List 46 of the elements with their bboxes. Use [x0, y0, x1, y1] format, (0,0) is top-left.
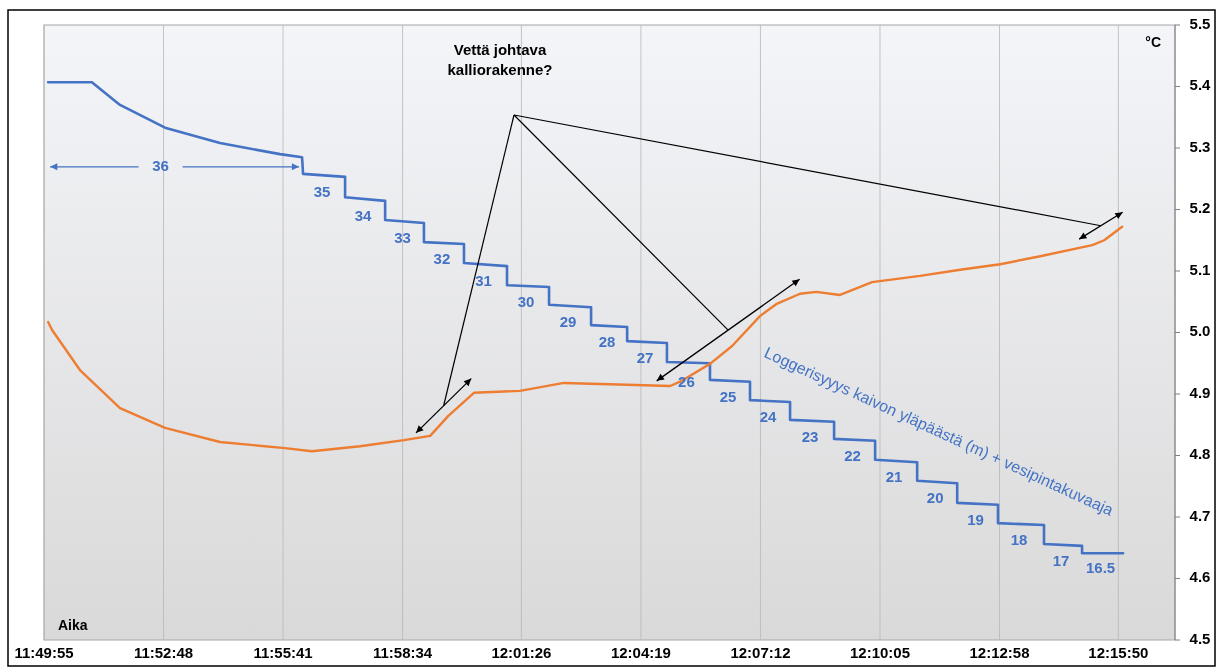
x-axis-title: Aika — [58, 617, 88, 633]
annotation: 28 — [598, 332, 616, 350]
y-tick-label: 4.6 — [1189, 568, 1211, 586]
y-axis-title: °C — [1145, 34, 1161, 50]
annotation: 36 — [152, 156, 169, 174]
x-tick-label: 11:52:48 — [133, 644, 194, 661]
x-tick-label: 12:10:05 — [849, 644, 911, 661]
y-tick-label: 4.5 — [1189, 629, 1211, 647]
annotation: 24 — [759, 407, 778, 425]
annotation: 22 — [844, 446, 861, 464]
x-tick-label: 12:15:50 — [1088, 644, 1149, 661]
x-tick-label: 12:01:26 — [491, 644, 552, 661]
y-tick-label: 5.0 — [1189, 322, 1211, 340]
annotation: 27 — [636, 348, 654, 366]
y-tick-label: 5.4 — [1189, 76, 1212, 94]
annotation: 30 — [517, 292, 535, 310]
annotation: 23 — [801, 427, 819, 445]
annotation: 19 — [967, 510, 984, 528]
x-tick-label: 11:49:55 — [14, 644, 74, 661]
x-tick-label: 11:58:34 — [372, 644, 433, 661]
x-tick-label: 12:07:12 — [730, 644, 791, 661]
y-tick-label: 5.1 — [1189, 260, 1211, 278]
annotation: 31 — [475, 272, 492, 290]
annotation: 17 — [1052, 551, 1070, 569]
annotation: 26 — [678, 373, 695, 391]
annotation: 35 — [313, 182, 331, 200]
annotation: 32 — [433, 249, 451, 267]
annotation: 34 — [354, 206, 373, 224]
y-tick-label: 5.5 — [1189, 14, 1211, 32]
y-tick-label: 4.9 — [1189, 383, 1211, 401]
annotation: Vettä johtava kalliorakenne? — [447, 41, 553, 78]
annotation: 21 — [885, 468, 903, 486]
x-tick-label: 12:04:19 — [610, 644, 671, 661]
y-tick-label: 4.8 — [1189, 445, 1211, 463]
x-tick-label: 11:55:41 — [253, 644, 313, 661]
annotation: 33 — [394, 229, 411, 246]
annotation: 29 — [559, 313, 577, 331]
annotation: 16.5 — [1085, 559, 1116, 577]
annotation: 20 — [926, 489, 944, 507]
annotation: 18 — [1010, 530, 1028, 548]
line-series — [46, 80, 1125, 555]
x-tick-label: 12:12:58 — [969, 644, 1030, 661]
y-tick-label: 4.7 — [1189, 506, 1211, 524]
annotation: 25 — [719, 387, 737, 405]
y-tick-label: 5.3 — [1189, 137, 1211, 155]
y-tick-label: 5.2 — [1189, 199, 1211, 217]
